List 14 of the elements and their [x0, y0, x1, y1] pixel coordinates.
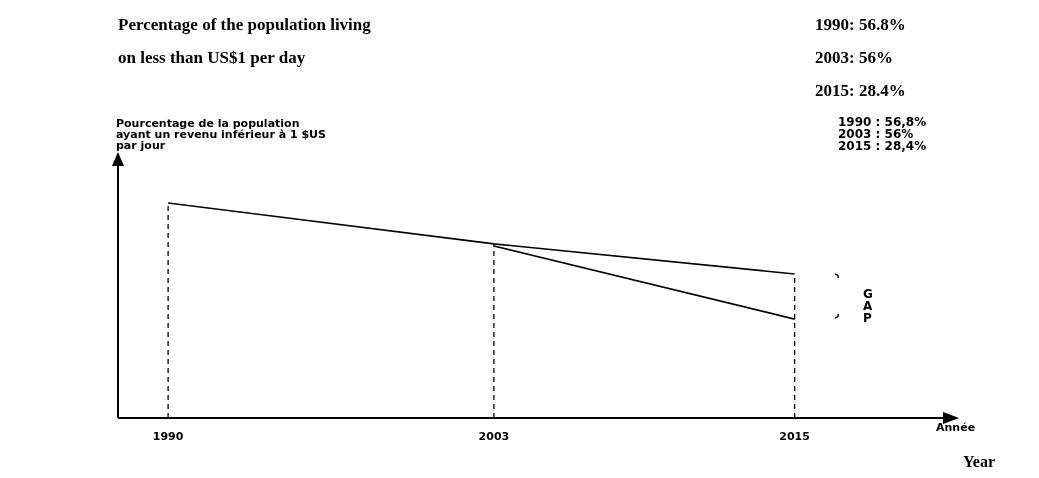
x-axis-title: Année	[936, 421, 976, 434]
text: Year	[963, 453, 995, 471]
text: 2003 : 56%	[838, 127, 914, 141]
text: 1990 : 56,8%	[838, 115, 927, 129]
text: 2015: 28.4%	[815, 80, 906, 102]
annotation: GAP	[863, 287, 873, 325]
text: 2015 : 28,4%	[838, 139, 927, 153]
chart-title: Percentage of the population living on less than US$1 per day	[118, 14, 372, 69]
text: 2003: 56%	[815, 47, 894, 69]
y-axis-title: Pourcentage de la population ayant un revenu inférieur à 1 $US par jour	[116, 117, 327, 152]
x-tick-label: 1990	[152, 429, 184, 443]
text: 1990: 56.8%	[815, 14, 906, 36]
x-tick-label: 2015	[779, 429, 810, 443]
x-tick-label: 2003	[478, 429, 510, 443]
